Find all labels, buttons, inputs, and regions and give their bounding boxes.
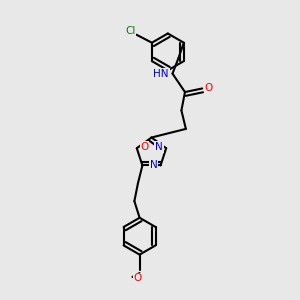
Text: N: N xyxy=(155,142,163,152)
Text: O: O xyxy=(134,273,142,284)
Text: O: O xyxy=(205,83,213,94)
Text: O: O xyxy=(140,142,148,152)
Text: N: N xyxy=(150,160,157,170)
Text: Cl: Cl xyxy=(125,26,136,36)
Text: HN: HN xyxy=(154,69,169,79)
